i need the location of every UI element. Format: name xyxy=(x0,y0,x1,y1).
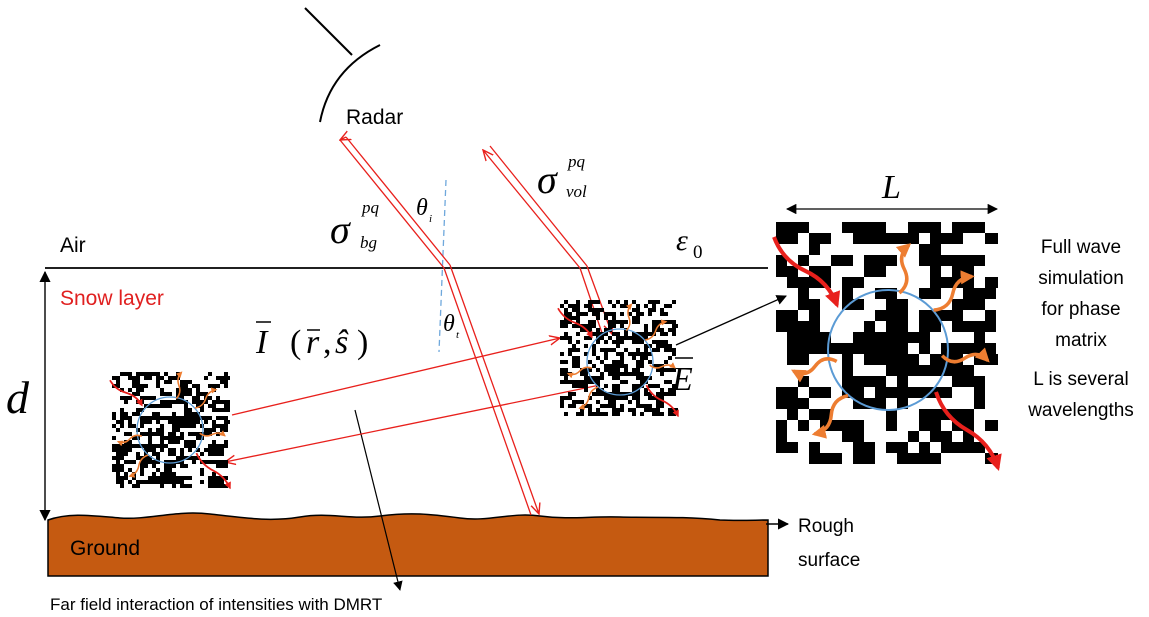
svg-text:0: 0 xyxy=(693,242,703,263)
radar-antenna-icon xyxy=(304,7,381,123)
svg-text:σ: σ xyxy=(330,207,351,252)
depth-symbol: d xyxy=(6,372,30,423)
theta-i-symbol: θ i xyxy=(416,195,432,225)
svg-text:,: , xyxy=(323,324,332,361)
scattered-wave-arrow xyxy=(109,379,143,407)
bg-ray xyxy=(340,137,539,515)
interaction-arrows xyxy=(225,338,601,462)
e-field-symbol: E xyxy=(671,357,693,398)
surface-normal-dashed xyxy=(438,179,447,353)
scattered-wave-arrow xyxy=(199,430,226,437)
theta-t-symbol: θ t xyxy=(443,311,460,341)
zoom-pointer xyxy=(675,295,787,346)
ground-label: Ground xyxy=(70,537,140,560)
rough-surface-label-1: Rough xyxy=(798,516,854,537)
scattered-wave-arrow xyxy=(566,366,593,379)
svg-text:ŝ: ŝ xyxy=(335,324,349,361)
ground-layer xyxy=(47,512,769,577)
scattered-wave-arrow xyxy=(128,454,149,478)
scatterer-box-zoomed xyxy=(772,222,1002,472)
svg-text:σ: σ xyxy=(537,157,558,202)
scatterer-box-left xyxy=(109,371,231,490)
scattered-wave-arrow xyxy=(791,357,838,383)
scattered-wave-arrow xyxy=(195,452,231,490)
scattered-wave-arrow xyxy=(175,371,183,400)
scattered-wave-arrow xyxy=(811,393,849,439)
far-field-label: Far field interaction of intensities wit… xyxy=(50,595,382,614)
svg-text:E: E xyxy=(671,361,693,398)
scattered-wave-arrow xyxy=(625,303,633,332)
scattered-wave-arrow xyxy=(933,270,975,312)
scattered-wave-arrow xyxy=(194,387,218,409)
svg-text:ε: ε xyxy=(676,224,688,257)
svg-text:θ: θ xyxy=(416,195,428,221)
svg-text:bg: bg xyxy=(360,233,377,252)
epsilon-0-symbol: ε 0 xyxy=(676,224,703,263)
svg-text:for phase: for phase xyxy=(1041,299,1120,320)
scattered-wave-arrow xyxy=(649,362,676,369)
intensity-symbol: I ( r , ŝ ) xyxy=(255,321,368,361)
radar-label: Radar xyxy=(346,106,403,129)
svg-text:vol: vol xyxy=(566,182,587,201)
rough-surface-label-2: surface xyxy=(798,550,860,571)
scattered-wave-arrow xyxy=(578,386,599,410)
snow-layer-label: Snow layer xyxy=(60,287,164,310)
svg-text:t: t xyxy=(456,329,460,341)
scattered-wave-arrow xyxy=(116,434,143,447)
scattered-wave-arrow xyxy=(934,391,1002,472)
sigma-bg-symbol: σ pq bg xyxy=(330,198,380,252)
air-label: Air xyxy=(60,234,86,257)
sigma-vol-symbol: σ pq vol xyxy=(537,152,587,202)
svg-text:matrix: matrix xyxy=(1055,330,1107,351)
particle-circle xyxy=(136,396,204,464)
scattered-wave-arrow xyxy=(557,307,593,339)
svg-text:(: ( xyxy=(290,324,301,361)
scattered-wave-arrow xyxy=(645,384,679,418)
svg-text:wavelengths: wavelengths xyxy=(1027,400,1134,421)
far-field-pointer xyxy=(354,409,403,591)
svg-text:θ: θ xyxy=(443,311,455,337)
particle-circle xyxy=(827,289,949,411)
length-symbol: L xyxy=(881,169,901,206)
svg-text:Full wave: Full wave xyxy=(1041,237,1121,258)
svg-text:simulation: simulation xyxy=(1038,268,1124,289)
scatterer-box-center xyxy=(557,300,679,418)
scattered-wave-arrow xyxy=(644,319,668,341)
svg-text:I: I xyxy=(255,324,269,361)
scattered-wave-arrow xyxy=(895,243,912,295)
svg-text:pq: pq xyxy=(567,152,586,171)
svg-text:L is several: L is several xyxy=(1033,369,1128,390)
scattered-wave-arrow xyxy=(772,236,841,309)
full-wave-description: Full wave simulation for phase matrix L … xyxy=(1027,237,1134,421)
scattered-wave-arrow xyxy=(940,347,990,364)
svg-text:pq: pq xyxy=(361,198,380,217)
svg-text:i: i xyxy=(429,213,432,225)
svg-text:): ) xyxy=(357,324,368,361)
particle-circle xyxy=(586,328,654,396)
svg-text:r: r xyxy=(306,324,320,361)
